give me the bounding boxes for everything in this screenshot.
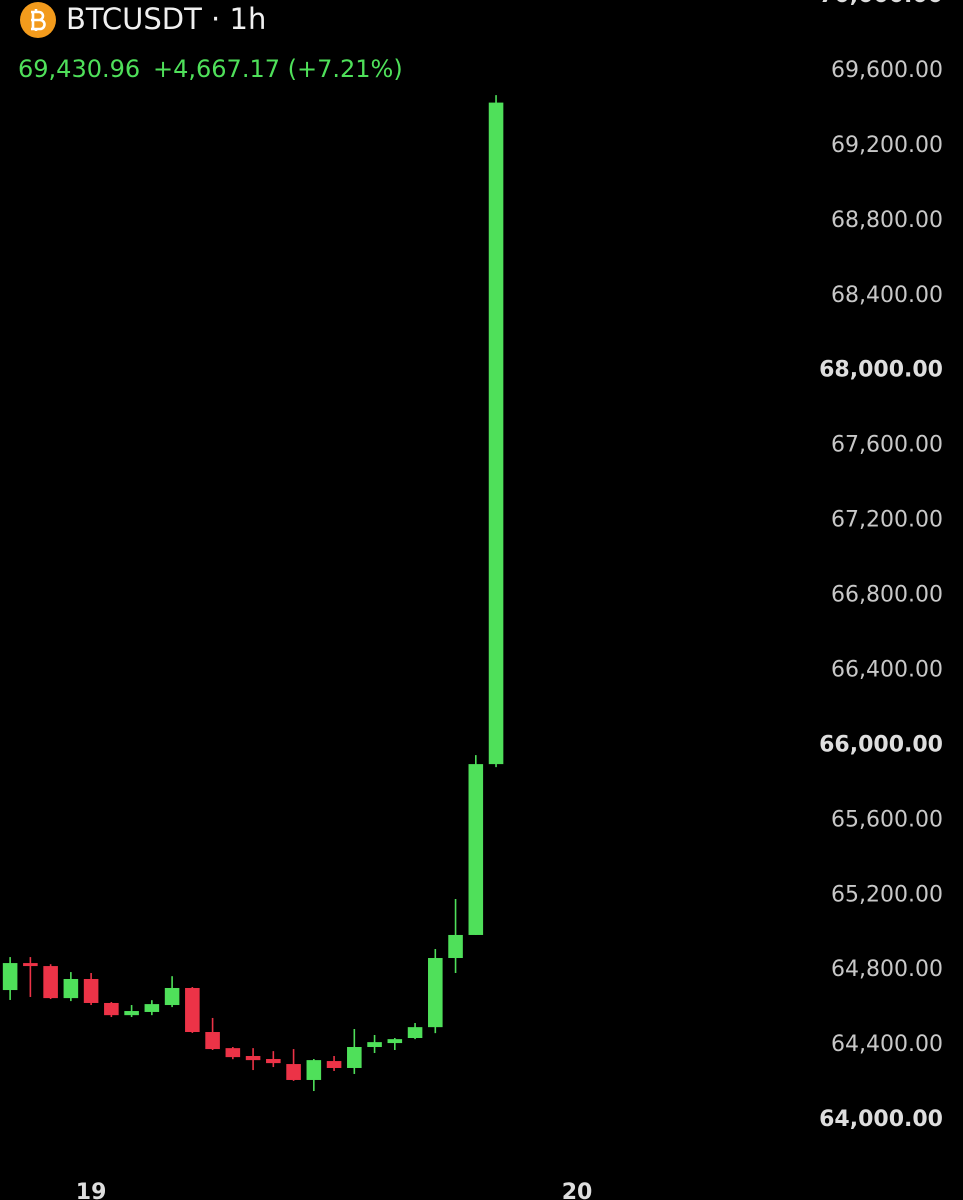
candle-body <box>407 1027 423 1039</box>
x-tick-label: 19 <box>76 1180 107 1200</box>
y-tick-label: 67,600.00 <box>831 433 943 458</box>
y-tick-label: 69,200.00 <box>831 133 943 158</box>
candle-body <box>144 1004 160 1012</box>
y-tick-label: 69,600.00 <box>831 58 943 83</box>
candle-body <box>286 1064 301 1080</box>
y-tick-label: 66,000.00 <box>819 732 943 757</box>
price-change: +4,667.17 (+7.21%) <box>153 55 403 83</box>
y-tick-label: 65,200.00 <box>831 882 943 907</box>
candle-body <box>63 978 79 999</box>
candle-body <box>164 987 180 1006</box>
y-tick-label: 65,600.00 <box>831 807 943 832</box>
candle-body <box>124 1011 139 1016</box>
candle-body <box>23 963 38 967</box>
candle-body <box>104 1002 119 1016</box>
y-tick-label: 66,800.00 <box>831 583 943 608</box>
symbol-title: BTCUSDT · 1h <box>66 2 266 36</box>
candle-body <box>306 1060 322 1080</box>
y-tick-label: 68,000.00 <box>819 358 943 383</box>
bitcoin-icon <box>20 2 56 38</box>
candle-body <box>428 958 443 1028</box>
candle-body <box>43 966 58 999</box>
candle-body <box>245 1055 261 1061</box>
y-tick-label: 68,800.00 <box>831 208 943 233</box>
y-tick-label: 68,400.00 <box>831 283 943 308</box>
y-tick-label: 64,800.00 <box>831 957 943 982</box>
candle-body <box>468 764 484 935</box>
y-tick-label: 64,000.00 <box>819 1107 943 1132</box>
candle-body <box>448 934 463 959</box>
y-tick-label: 70,000.00 <box>819 0 943 8</box>
x-tick-label: 20 <box>562 1180 593 1200</box>
candle-body <box>387 1039 403 1044</box>
candle-body <box>2 963 18 991</box>
candle-body <box>225 1048 241 1058</box>
candle-body <box>367 1042 382 1047</box>
y-tick-label: 64,400.00 <box>831 1032 943 1057</box>
candle-body <box>347 1046 362 1068</box>
candle-body <box>266 1058 281 1064</box>
candle-body <box>205 1032 220 1050</box>
y-tick-label: 66,400.00 <box>831 657 943 682</box>
candle-body <box>488 102 504 765</box>
last-price: 69,430.96 <box>18 55 140 83</box>
candle-body <box>326 1061 342 1068</box>
y-tick-label: 67,200.00 <box>831 508 943 533</box>
candle-body <box>83 978 99 1003</box>
candle-body <box>185 987 200 1033</box>
